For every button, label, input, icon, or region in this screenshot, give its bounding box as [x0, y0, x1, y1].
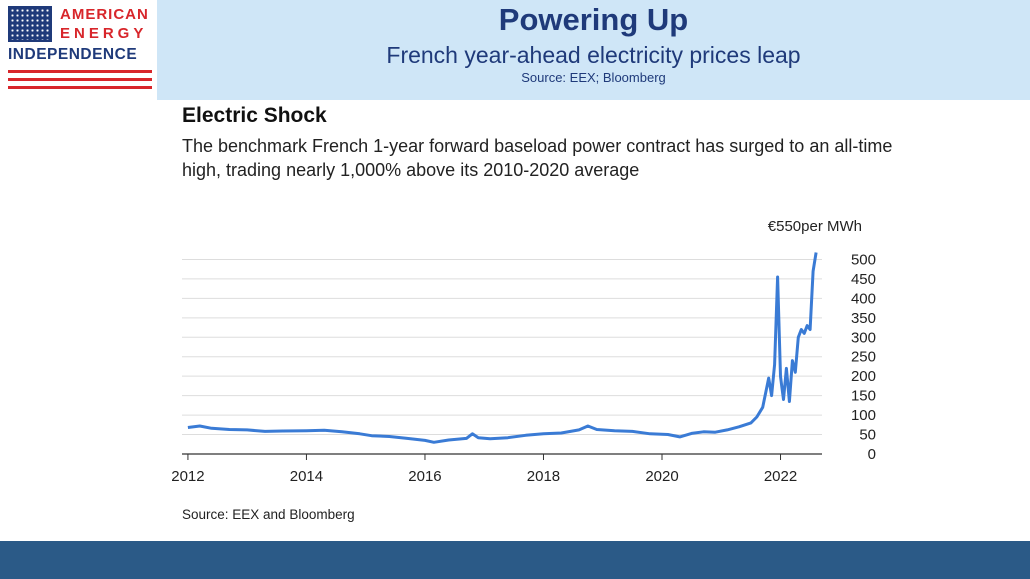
grid-lines	[182, 258, 822, 455]
y-tick-label: 150	[851, 388, 876, 405]
x-tick-label: 2018	[527, 468, 560, 485]
x-tick-label: 2020	[645, 468, 678, 485]
logo-stripe	[8, 78, 152, 81]
x-tick-label: 2022	[764, 468, 797, 485]
y-tick-label: 450	[851, 271, 876, 288]
slide-source: Source: EEX; Bloomberg	[521, 70, 666, 85]
logo-stripe	[8, 86, 152, 89]
y-tick-label: 250	[851, 349, 876, 366]
chart-title: Electric Shock	[182, 104, 327, 127]
logo-text-american: AMERICAN	[60, 6, 149, 23]
y-axis-unit-label: €550per MWh	[768, 218, 862, 235]
logo: AMERICAN ENERGY INDEPENDENCE	[0, 0, 157, 100]
y-tick-label: 0	[868, 446, 876, 463]
y-tick-label: 200	[851, 368, 876, 385]
x-tick-label: 2016	[408, 468, 441, 485]
y-axis-ticks: 0 50 100 150 200 250 300 350 400 450 500	[851, 251, 876, 463]
chart-subtitle: The benchmark French 1-year forward base…	[182, 136, 893, 180]
header-band	[0, 0, 1030, 100]
logo-stripe	[8, 70, 152, 73]
y-tick-label: 50	[859, 427, 876, 444]
y-tick-label: 100	[851, 407, 876, 424]
x-tick-label: 2014	[290, 468, 323, 485]
y-tick-label: 400	[851, 290, 876, 307]
slide-subtitle: French year-ahead electricity prices lea…	[386, 42, 801, 68]
flag-icon	[8, 6, 52, 42]
bottom-bar	[0, 541, 1030, 579]
y-tick-label: 500	[851, 251, 876, 268]
y-tick-label: 350	[851, 310, 876, 327]
logo-text-energy: ENERGY	[60, 25, 148, 42]
x-tick-label: 2012	[171, 468, 204, 485]
x-axis-ticks: 2012 2014 2016 2018 2020 2022	[171, 454, 797, 485]
slide-title: Powering Up	[498, 2, 689, 37]
y-tick-label: 300	[851, 329, 876, 346]
logo-text-independence: INDEPENDENCE	[8, 46, 138, 63]
chart-source: Source: EEX and Bloomberg	[182, 507, 355, 522]
series-line	[187, 252, 818, 444]
